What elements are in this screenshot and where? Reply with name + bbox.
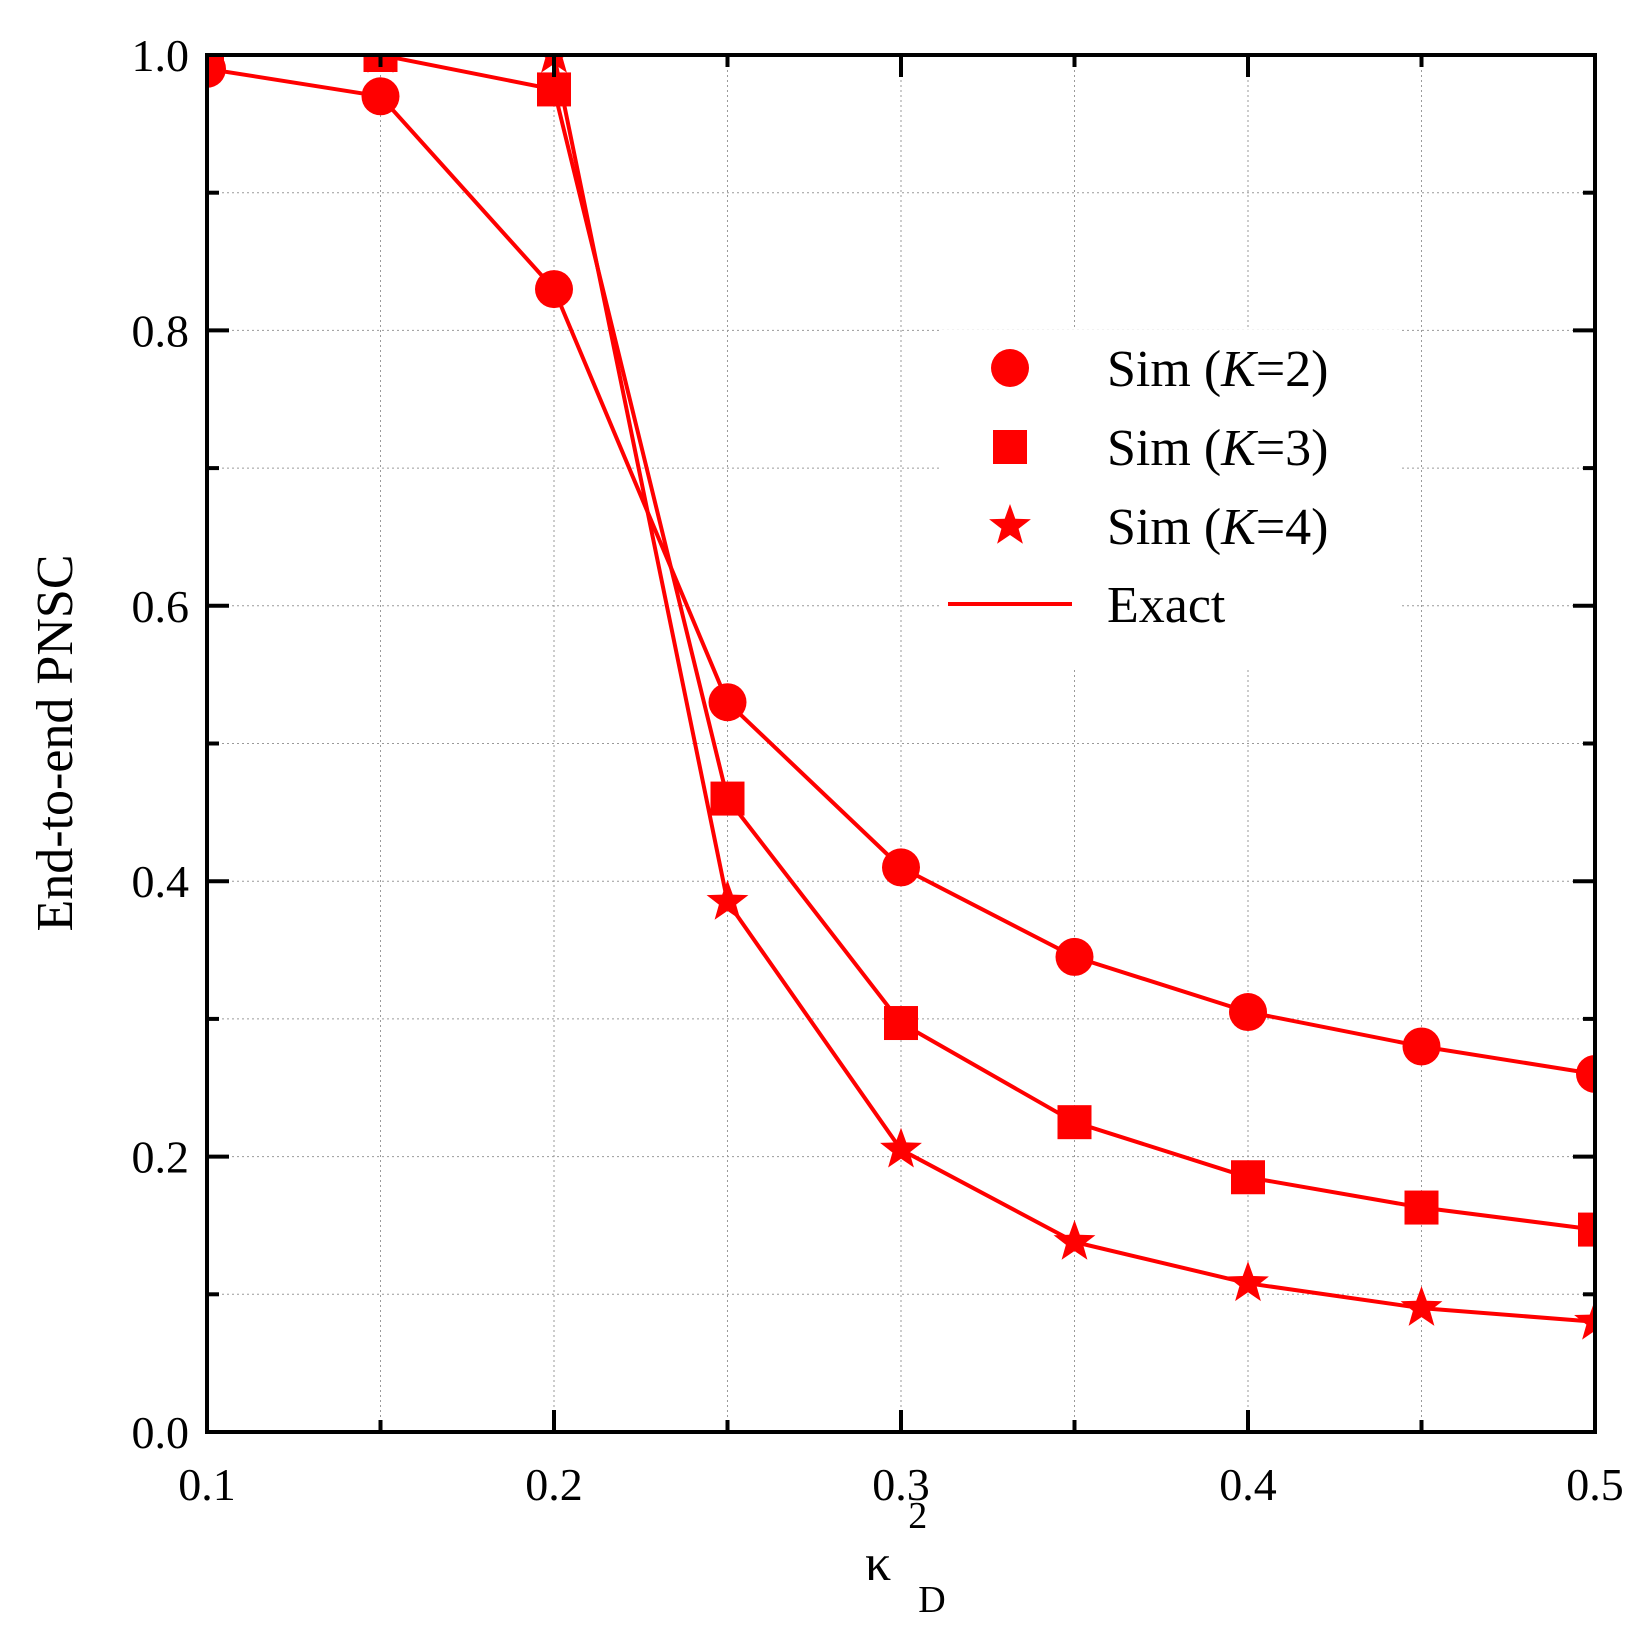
- data-point-circle: [535, 270, 573, 309]
- x-axis-label: κ 2 D: [865, 1483, 946, 1621]
- x-tick-label: 0.4: [1219, 1459, 1277, 1510]
- data-point-square: [1404, 1190, 1439, 1225]
- x-axis-label-main: κ: [865, 1535, 891, 1592]
- data-point-circle: [1229, 993, 1267, 1032]
- data-point-star: [880, 1127, 922, 1168]
- data-point-circle: [882, 848, 920, 887]
- data-point-star: [1053, 1220, 1096, 1260]
- y-tick-label: 0.2: [132, 1132, 190, 1183]
- legend-label-prefix: Sim (: [1107, 420, 1221, 477]
- data-point-star: [1400, 1286, 1443, 1326]
- legend-label-suffix: =4): [1256, 499, 1329, 556]
- data-point-circle: [708, 683, 747, 722]
- legend: Sim (K=2)Sim (K=3)Sim (K=4)Exact: [940, 330, 1400, 670]
- legend-label: Sim (K=4): [1107, 499, 1328, 556]
- y-tick-label: 1.0: [132, 30, 190, 81]
- y-tick-label: 0.8: [132, 305, 190, 356]
- legend-label-prefix: Sim (: [1107, 499, 1221, 556]
- legend-label: Sim (K=3): [1107, 420, 1328, 477]
- y-axis-label: End-to-end PNSC: [27, 555, 84, 932]
- x-tick-label: 0.3: [872, 1459, 930, 1510]
- axis-ticks: 0.1 0.2 0.3 0.4 0.5 0.0 0.2 0.4 0.6 0.8 1.0: [132, 30, 1624, 1510]
- grid-lines: [207, 55, 1595, 1432]
- legend-label: Sim (K=2): [1107, 341, 1328, 398]
- x-tick-label: 0.1: [178, 1459, 236, 1510]
- legend-symbol-circle: [991, 349, 1029, 387]
- x-tick-label: 0.2: [525, 1459, 583, 1510]
- legend-label-prefix: Sim (: [1107, 341, 1221, 398]
- data-point-star: [207, 55, 220, 73]
- data-point-square: [537, 72, 571, 107]
- x-axis-label-sub: D: [918, 1579, 945, 1621]
- x-axis-label-sup: 2: [908, 1495, 927, 1537]
- data-point-star: [706, 879, 749, 920]
- data-point-star: [1227, 1261, 1269, 1302]
- legend-label-suffix: =3): [1256, 420, 1329, 477]
- data-point-star: [1574, 1299, 1595, 1340]
- y-tick-label: 0.6: [132, 581, 190, 632]
- data-point-square: [1057, 1105, 1092, 1140]
- data-point-square: [884, 1006, 918, 1041]
- data-point-circle: [361, 77, 400, 116]
- legend-label-exact: Exact: [1107, 577, 1226, 634]
- x-tick-label: 0.5: [1566, 1459, 1624, 1510]
- legend-symbol-star: [989, 504, 1031, 544]
- data-point-square: [1578, 1212, 1595, 1247]
- legend-background: [940, 330, 1400, 670]
- data-markers: [207, 55, 1595, 1340]
- y-tick-label: 0.0: [132, 1407, 190, 1458]
- data-point-circle: [1055, 937, 1094, 976]
- data-point-square: [710, 781, 745, 816]
- legend-label-var: K: [1220, 420, 1258, 477]
- data-point-circle: [1576, 1054, 1595, 1093]
- y-tick-label: 0.4: [132, 856, 190, 907]
- legend-label-var: K: [1220, 341, 1258, 398]
- legend-symbol-square: [993, 430, 1027, 464]
- legend-label-var: K: [1220, 499, 1258, 556]
- legend-label-suffix: =2): [1256, 341, 1329, 398]
- data-point-circle: [1402, 1027, 1441, 1066]
- data-point-square: [1231, 1160, 1265, 1195]
